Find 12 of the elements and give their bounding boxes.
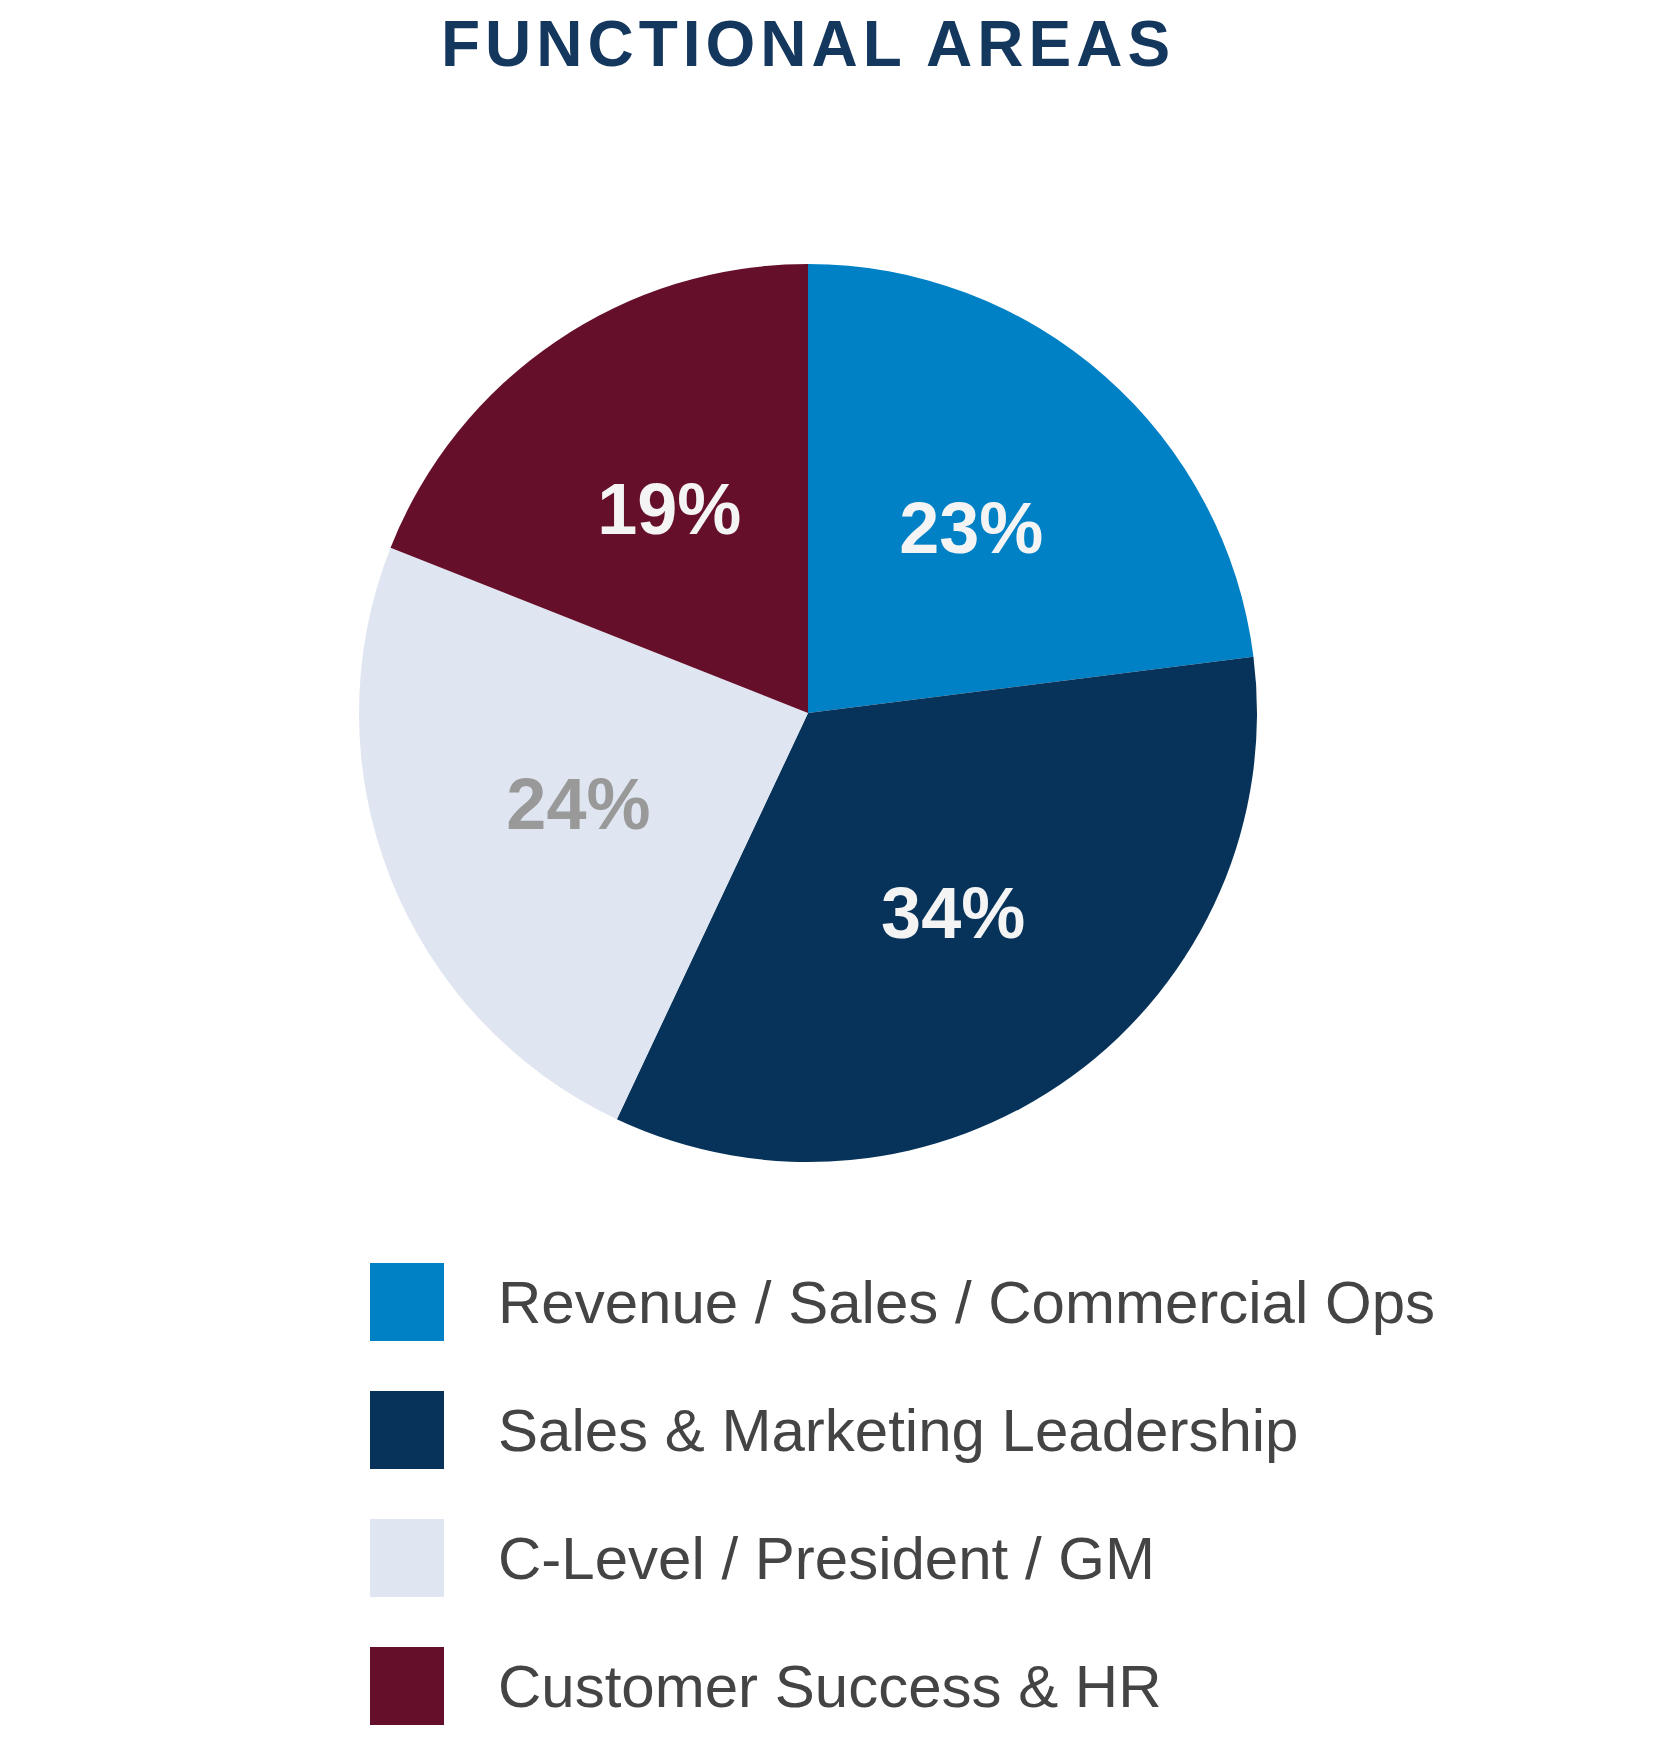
legend-label: Customer Success & HR [498, 1653, 1162, 1720]
legend-label: Sales & Marketing Leadership [498, 1397, 1299, 1464]
pie-slice [359, 547, 808, 1120]
data-label: 24% [506, 764, 651, 845]
pie-slice [808, 264, 1254, 713]
legend-label: C-Level / President / GM [498, 1525, 1155, 1592]
legend-label: Revenue / Sales / Commercial Ops [498, 1269, 1436, 1336]
data-label: 23% [899, 487, 1044, 568]
pie-slice [390, 264, 808, 713]
data-label: 19% [597, 468, 742, 549]
data-label: 34% [881, 872, 1026, 953]
chart-title: FUNCTIONAL AREAS [440, 8, 1176, 80]
